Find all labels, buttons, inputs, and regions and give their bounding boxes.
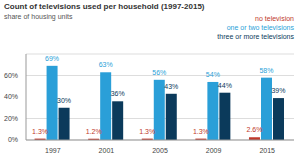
svg-text:20%: 20% xyxy=(8,115,18,122)
svg-text:56%: 56% xyxy=(152,69,166,76)
svg-text:1.3%: 1.3% xyxy=(193,128,209,135)
svg-text:30%: 30% xyxy=(57,97,71,104)
html-text:no television: no television xyxy=(255,15,294,22)
svg-text:39%: 39% xyxy=(271,87,285,94)
svg-text:44%: 44% xyxy=(218,82,232,89)
html-text:one or two televisions: one or two televisions xyxy=(226,24,294,31)
html-text:Count of televisions used per: Count of televisions used per household … xyxy=(4,2,205,11)
svg-text:1997: 1997 xyxy=(45,147,61,154)
svg-text:43%: 43% xyxy=(164,83,178,90)
svg-text:36%: 36% xyxy=(111,90,125,97)
svg-text:1.2%: 1.2% xyxy=(86,128,102,135)
svg-text:60%: 60% xyxy=(8,72,18,79)
html-text:three or more televisions: three or more televisions xyxy=(217,33,294,40)
svg-text:2005: 2005 xyxy=(152,147,168,154)
svg-text:2009: 2009 xyxy=(206,147,222,154)
svg-text:1.3%: 1.3% xyxy=(139,128,155,135)
svg-text:54%: 54% xyxy=(206,71,220,78)
svg-text:40%: 40% xyxy=(8,93,18,100)
svg-text:2001: 2001 xyxy=(99,147,115,154)
svg-text:69%: 69% xyxy=(45,55,59,62)
svg-text:63%: 63% xyxy=(99,61,113,68)
html-text:share of housing units: share of housing units xyxy=(4,13,73,20)
svg-text:2015: 2015 xyxy=(259,147,275,154)
svg-text:0%: 0% xyxy=(8,136,18,143)
svg-text:58%: 58% xyxy=(259,67,273,74)
svg-text:2.6%: 2.6% xyxy=(246,126,262,133)
svg-text:1.3%: 1.3% xyxy=(32,128,48,135)
